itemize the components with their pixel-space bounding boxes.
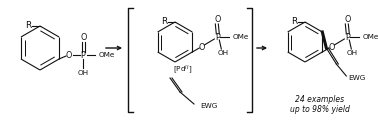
Text: OMe: OMe (99, 52, 115, 58)
Text: O: O (198, 42, 204, 51)
Text: OH: OH (77, 70, 88, 76)
Text: OMe: OMe (363, 34, 378, 40)
Text: R: R (161, 18, 167, 27)
Text: O: O (66, 51, 72, 60)
Text: OH: OH (347, 50, 358, 56)
Text: 24 examples: 24 examples (296, 96, 345, 105)
Text: up to 98% yield: up to 98% yield (290, 105, 350, 114)
Text: O: O (344, 15, 350, 24)
Text: OH: OH (218, 50, 229, 56)
Text: P: P (345, 33, 350, 42)
Text: P: P (215, 33, 220, 42)
Text: P: P (81, 51, 85, 60)
Text: R: R (291, 18, 297, 27)
Text: EWG: EWG (348, 75, 366, 81)
Text: O: O (81, 33, 87, 42)
Text: O: O (214, 15, 220, 24)
Text: R: R (25, 21, 31, 30)
Text: OMe: OMe (232, 34, 249, 40)
Text: [Pd$^{II}$]: [Pd$^{II}$] (174, 64, 193, 76)
Text: EWG: EWG (200, 103, 217, 109)
Text: O: O (328, 42, 335, 51)
